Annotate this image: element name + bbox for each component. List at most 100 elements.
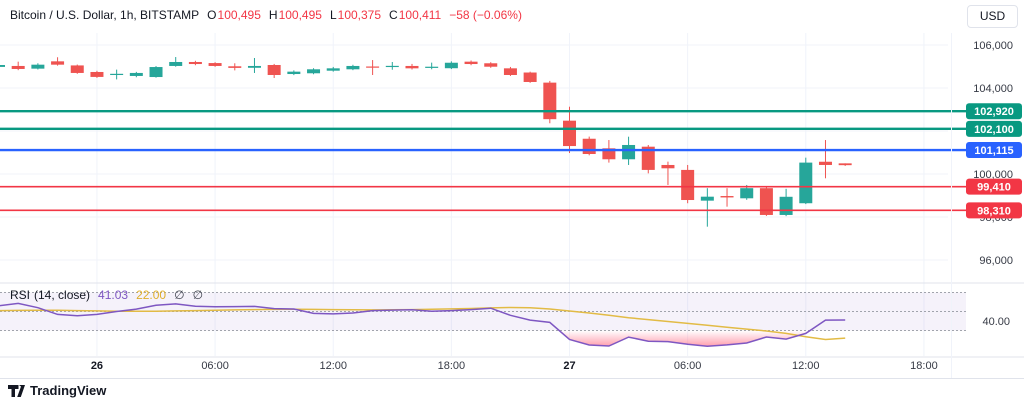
candle-body (149, 67, 163, 78)
rsi-title[interactable]: RSI (10, 288, 31, 302)
rsi-value: 41.03 (98, 288, 129, 302)
candle (326, 66, 340, 72)
candle-body (90, 71, 104, 77)
price-level-badges: 102,920 102,100 101,115 99,410 98,310 (966, 103, 1022, 219)
candle (582, 136, 596, 156)
candle-body (838, 163, 852, 166)
candle (228, 63, 242, 71)
candle-body (523, 72, 537, 82)
candle-body (720, 196, 734, 198)
candle-body (267, 64, 281, 75)
candle (208, 62, 222, 67)
candle (503, 66, 517, 76)
candle-body (444, 62, 458, 69)
rsi-ma-line (0, 306, 846, 341)
candle (149, 66, 163, 78)
candle-body (464, 61, 478, 65)
price-level-badge-bg (966, 178, 1022, 195)
candle-body (366, 66, 380, 68)
candle-body (503, 68, 517, 75)
high-label: H (268, 8, 278, 22)
candle (681, 164, 695, 204)
tradingview-logo[interactable]: TradingView (8, 383, 106, 398)
candle (484, 62, 498, 68)
rsi-band-value-2: ∅ (192, 288, 204, 302)
candle (90, 70, 104, 78)
rsi-line (0, 302, 846, 347)
price-level-badge: 102,100 (966, 120, 1022, 137)
candle-body (543, 82, 557, 120)
candle (247, 58, 261, 73)
candle-body (759, 188, 773, 215)
time-tick-label: 18:00 (438, 360, 466, 372)
time-tick-label: 18:00 (910, 360, 938, 372)
time-tick-label: 26 (91, 360, 103, 372)
price-level-badge-label: 102,920 (974, 106, 1014, 118)
candle-body (484, 63, 498, 67)
candle (523, 71, 537, 83)
price-tick-label: 96,000 (979, 255, 1013, 267)
candle-body (51, 61, 65, 65)
candle-body (247, 65, 261, 68)
time-tick-label: 06:00 (201, 360, 229, 372)
candle-body (385, 65, 399, 68)
symbol-title[interactable]: Bitcoin / U.S. Dollar, 1h, BITSTAMP (10, 8, 200, 22)
candle-body (129, 72, 143, 76)
candle-body (11, 65, 25, 69)
candle (779, 188, 793, 217)
candle (444, 61, 458, 70)
candle (70, 64, 84, 74)
price-tick-label: 100,000 (973, 169, 1013, 181)
candle (543, 80, 557, 124)
candle-body (582, 138, 596, 155)
low-label: L (329, 8, 337, 22)
candle-body (31, 64, 45, 69)
rsi-legend: RSI (14, close) 41.03 22.00 ∅ ∅ (10, 288, 203, 302)
price-tick-label: 104,000 (973, 83, 1013, 95)
price-level-badge: 99,410 (966, 178, 1022, 195)
rsi-band-value-1: ∅ (174, 288, 185, 302)
price-level-lines (0, 110, 966, 212)
tradingview-logo-text: TradingView (30, 383, 107, 398)
candle-body (208, 63, 222, 66)
close-label: C (389, 8, 398, 22)
candle (11, 61, 25, 71)
price-level-badge-label: 102,100 (974, 124, 1014, 136)
price-level-badge-bg (966, 103, 1022, 120)
candle-body (307, 69, 321, 74)
price-tick-label: 106,000 (973, 40, 1013, 52)
candle-body (641, 146, 655, 170)
candle (799, 157, 813, 205)
candle (602, 140, 616, 163)
candle (346, 64, 360, 71)
candle (0, 64, 5, 67)
price-level-badge-label: 98,310 (977, 205, 1011, 217)
price-level-badge: 98,310 (966, 202, 1022, 219)
candle (818, 140, 832, 179)
price-level-badge-label: 99,410 (977, 182, 1011, 194)
candle (838, 163, 852, 166)
chart-legend: Bitcoin / U.S. Dollar, 1h, BITSTAMP O 10… (10, 8, 522, 22)
rsi-ma-value: 22.00 (136, 288, 167, 302)
time-tick-label: 27 (563, 360, 575, 372)
candle (188, 60, 202, 66)
candle (307, 68, 321, 75)
candle (661, 161, 675, 185)
candle-body (661, 164, 675, 169)
currency-toggle-button[interactable]: USD (967, 5, 1018, 28)
rsi-params: (14, close) (34, 288, 91, 302)
candle-body (622, 144, 636, 160)
close-value: 100,411 (398, 8, 442, 22)
open-label: O (207, 8, 217, 22)
price-level-badge-label: 101,115 (974, 145, 1013, 157)
time-tick-label: 12:00 (319, 360, 347, 372)
rsi-pane (0, 292, 966, 347)
time-tick-label: 12:00 (792, 360, 820, 372)
candle-body (681, 169, 695, 201)
time-axis[interactable]: 26 06:00 12:00 18:00 27 06:00 12:00 18:00 (91, 360, 938, 372)
price-level-badge-bg (966, 120, 1022, 137)
candle-body (110, 73, 124, 76)
candle (51, 57, 65, 66)
candle-body (70, 65, 84, 73)
